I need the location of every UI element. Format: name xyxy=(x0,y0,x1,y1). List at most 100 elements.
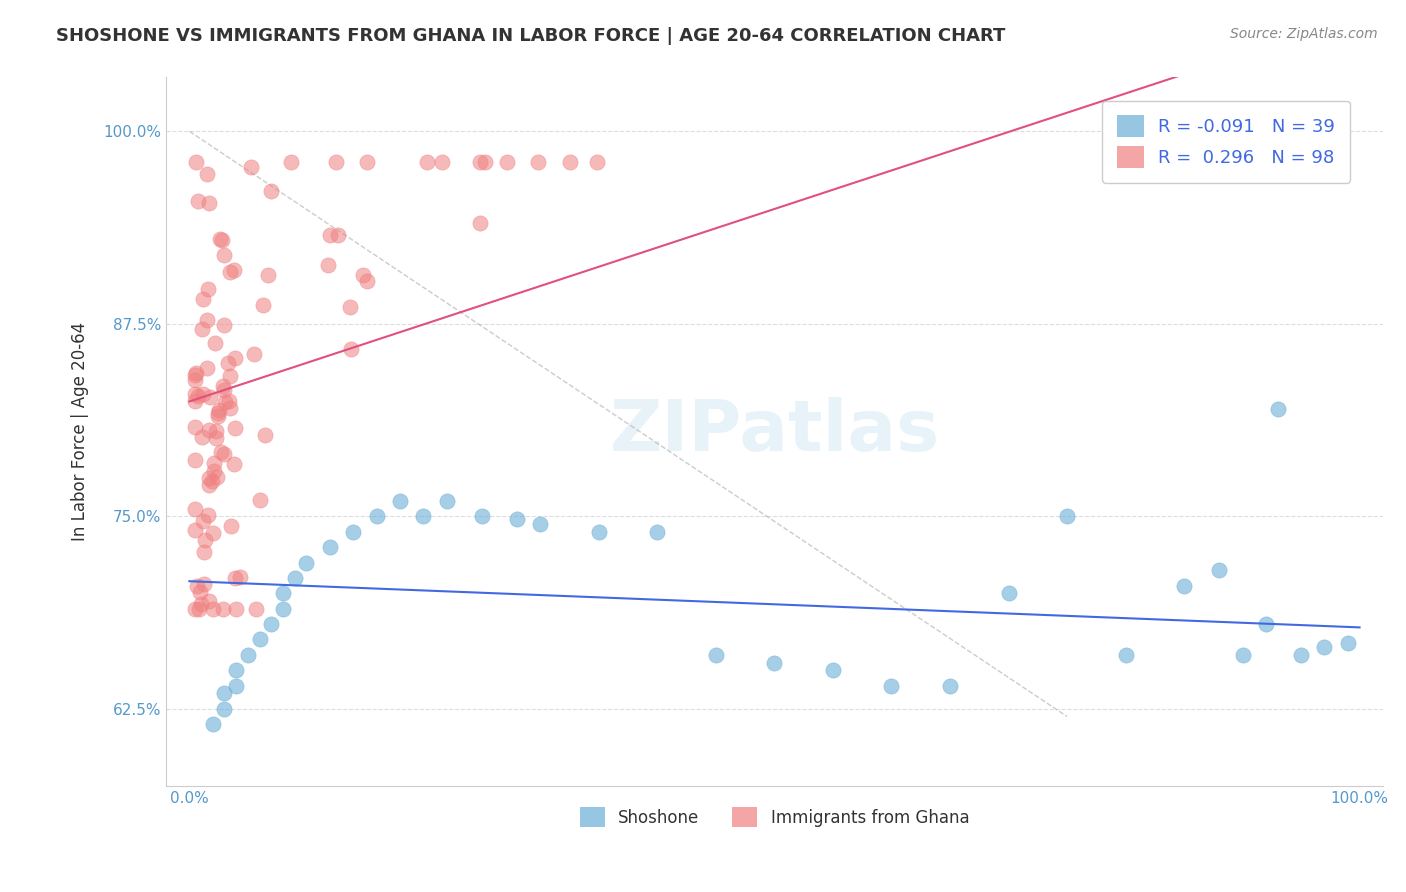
Point xyxy=(191,292,214,306)
Point xyxy=(187,194,209,208)
Point xyxy=(195,360,218,375)
Text: ZIPatlas: ZIPatlas xyxy=(609,397,939,467)
Point xyxy=(352,268,374,283)
Point xyxy=(356,274,378,288)
Point xyxy=(939,679,962,693)
Point xyxy=(219,265,242,279)
Point xyxy=(218,369,240,384)
Point xyxy=(1267,401,1289,416)
Point xyxy=(588,524,610,539)
Point xyxy=(1115,648,1137,662)
Point xyxy=(195,168,218,182)
Point xyxy=(436,494,458,508)
Point xyxy=(295,556,318,570)
Point xyxy=(257,268,280,282)
Point xyxy=(186,579,208,593)
Point xyxy=(214,394,236,409)
Point xyxy=(224,351,246,365)
Point xyxy=(412,509,434,524)
Point xyxy=(366,509,388,524)
Point xyxy=(224,457,246,471)
Point xyxy=(186,366,208,380)
Point xyxy=(197,508,219,522)
Point xyxy=(527,155,550,169)
Point xyxy=(319,540,342,554)
Point xyxy=(214,686,236,700)
Point xyxy=(342,524,364,539)
Point xyxy=(328,227,350,242)
Point xyxy=(186,155,208,169)
Point xyxy=(211,601,233,615)
Point xyxy=(184,393,207,408)
Point xyxy=(316,258,339,272)
Point xyxy=(225,663,247,677)
Point xyxy=(184,387,207,401)
Point xyxy=(647,524,669,539)
Point xyxy=(193,577,215,591)
Point xyxy=(214,702,236,716)
Point xyxy=(184,601,207,615)
Point xyxy=(209,232,232,246)
Point xyxy=(1232,648,1254,662)
Point xyxy=(198,471,221,485)
Point xyxy=(586,155,609,169)
Point xyxy=(225,601,247,615)
Point xyxy=(198,423,221,437)
Point xyxy=(1289,648,1312,662)
Point xyxy=(1337,635,1360,649)
Point xyxy=(271,601,294,615)
Point xyxy=(506,512,529,526)
Point xyxy=(558,155,581,169)
Point xyxy=(217,356,239,370)
Point xyxy=(201,474,224,488)
Point xyxy=(184,368,207,383)
Point xyxy=(201,717,224,731)
Point xyxy=(207,409,229,423)
Point xyxy=(252,298,274,312)
Point xyxy=(1056,509,1078,524)
Point xyxy=(1254,617,1277,632)
Point xyxy=(184,420,207,434)
Point xyxy=(430,155,453,169)
Point xyxy=(208,403,231,417)
Point xyxy=(184,523,207,537)
Point xyxy=(212,447,235,461)
Text: SHOSHONE VS IMMIGRANTS FROM GHANA IN LABOR FORCE | AGE 20-64 CORRELATION CHART: SHOSHONE VS IMMIGRANTS FROM GHANA IN LAB… xyxy=(56,27,1005,45)
Point xyxy=(205,431,228,445)
Point xyxy=(225,679,247,693)
Point xyxy=(193,545,215,559)
Point xyxy=(219,519,242,533)
Point xyxy=(224,571,246,585)
Point xyxy=(416,155,439,169)
Point xyxy=(184,453,207,467)
Point xyxy=(214,383,236,397)
Point xyxy=(468,216,491,230)
Point xyxy=(389,494,412,508)
Legend: Shoshone, Immigrants from Ghana: Shoshone, Immigrants from Ghana xyxy=(572,800,976,834)
Point xyxy=(218,401,240,416)
Point xyxy=(245,601,267,615)
Point xyxy=(211,233,233,247)
Point xyxy=(468,155,491,169)
Point xyxy=(197,594,219,608)
Point xyxy=(205,424,228,438)
Point xyxy=(1208,563,1230,577)
Point xyxy=(197,282,219,296)
Point xyxy=(198,195,221,210)
Point xyxy=(202,601,225,615)
Point xyxy=(260,617,283,632)
Point xyxy=(212,248,235,262)
Point xyxy=(212,318,235,332)
Y-axis label: In Labor Force | Age 20-64: In Labor Force | Age 20-64 xyxy=(72,322,89,541)
Point xyxy=(188,601,211,615)
Point xyxy=(187,389,209,403)
Point xyxy=(243,346,266,360)
Point xyxy=(474,155,496,169)
Point xyxy=(997,586,1019,600)
Point xyxy=(763,656,786,670)
Point xyxy=(211,379,233,393)
Point xyxy=(339,300,361,314)
Point xyxy=(284,571,307,585)
Point xyxy=(319,227,342,242)
Point xyxy=(356,155,378,169)
